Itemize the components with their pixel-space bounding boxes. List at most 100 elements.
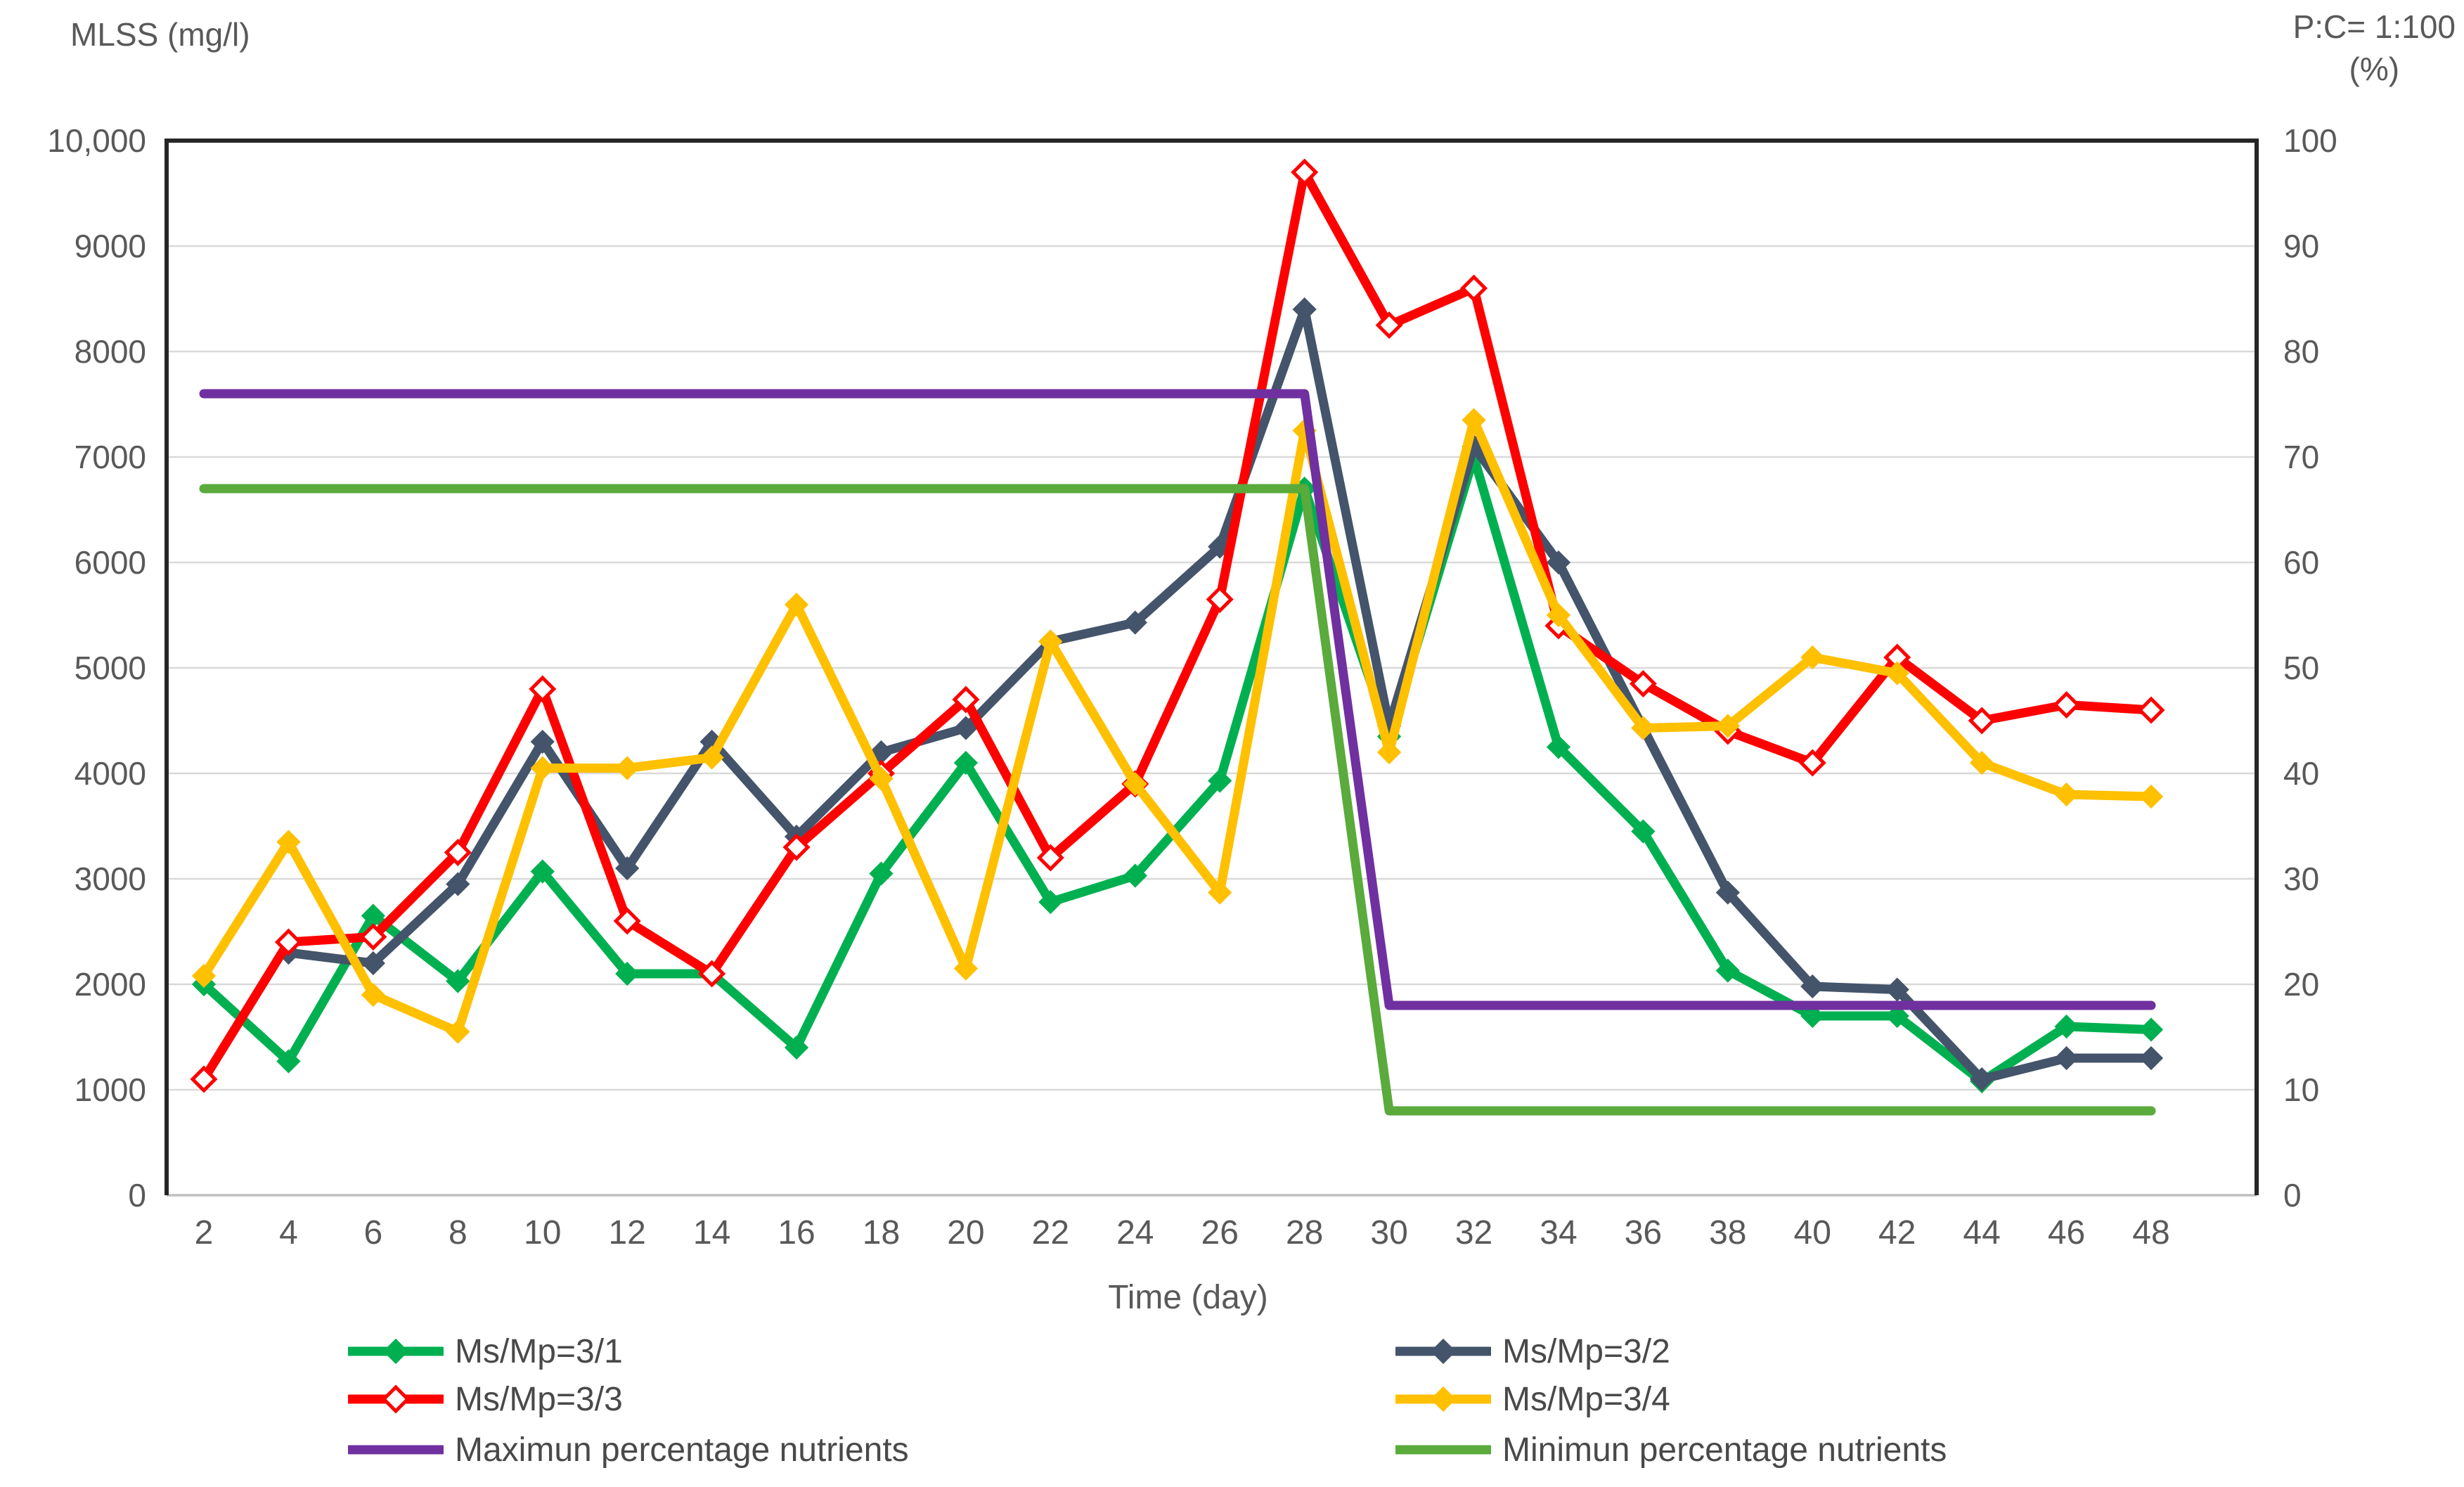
legend-line-sample — [1395, 1338, 1491, 1365]
data-point-marker-ms-mp-3-3 — [529, 675, 557, 703]
data-point-marker-ms-mp-3-1 — [1123, 863, 1147, 888]
legend-label-ms-mp-3-4: Ms/Mp=3/4 — [1502, 1380, 1670, 1418]
x-axis-tick: 18 — [862, 1214, 901, 1251]
data-point-marker-ms-mp-3-3 — [613, 907, 641, 935]
data-point-marker-ms-mp-3-3 — [1968, 707, 1996, 735]
data-point-marker-ms-mp-3-4 — [2139, 784, 2164, 809]
data-point-marker-ms-mp-3-4 — [1715, 714, 1740, 738]
legend-swatch-ms-mp-3-4 — [1395, 1381, 1491, 1417]
series-minimun-percentage-nutrients — [199, 484, 2156, 1116]
data-point-marker-ms-mp-3-4 — [1631, 716, 1656, 740]
right-axis-title-line2: (%) — [2349, 51, 2400, 87]
data-point-marker-ms-mp-3-2 — [1970, 1067, 1994, 1092]
data-point-marker-ms-mp-3-2 — [953, 716, 979, 740]
left-axis-tick: 3000 — [74, 861, 146, 897]
data-point-marker-ms-mp-3-3 — [1629, 669, 1657, 698]
legend-line-sample — [348, 1338, 444, 1365]
data-point-marker-ms-mp-3-2 — [1546, 550, 1571, 575]
right-axis-tick: 30 — [2283, 861, 2320, 897]
data-point-marker-ms-mp-3-1 — [1208, 768, 1232, 793]
x-axis-tick: 42 — [1878, 1214, 1916, 1251]
x-axis-title: Time (day) — [1108, 1279, 1268, 1316]
data-point-marker-ms-mp-3-3 — [1291, 158, 1319, 186]
data-point-marker-ms-mp-3-3 — [1798, 749, 1826, 777]
left-axis-tick: 7000 — [74, 439, 146, 475]
data-point-marker-ms-mp-3-4 — [2054, 782, 2079, 807]
legend-line-sample — [348, 1384, 444, 1414]
data-point-marker-ms-mp-3-2 — [615, 856, 640, 881]
data-point-marker-ms-mp-3-2 — [2139, 1045, 2164, 1071]
data-point-marker-ms-mp-3-4 — [1800, 645, 1825, 670]
x-axis-tick: 10 — [524, 1214, 562, 1251]
x-axis-tick: 36 — [1624, 1214, 1663, 1251]
x-axis-tick: 16 — [778, 1214, 815, 1251]
data-point-marker-ms-mp-3-4 — [191, 963, 217, 989]
x-axis-tick: 26 — [1201, 1214, 1239, 1251]
data-point-marker-ms-mp-3-4 — [953, 956, 979, 981]
x-axis-tick: 32 — [1454, 1214, 1493, 1251]
data-point-marker-ms-mp-3-3 — [698, 960, 726, 988]
data-point-marker-ms-mp-3-4 — [699, 745, 724, 770]
data-point-marker-ms-mp-3-1 — [2054, 1014, 2079, 1039]
series-ms-mp-3-4 — [191, 408, 2164, 1044]
right-axis-tick: 40 — [2283, 755, 2320, 792]
data-point-marker-ms-mp-3-4 — [784, 592, 809, 617]
right-axis-tick: 60 — [2283, 544, 2320, 581]
legend-item-max-percentage-nutrients: Maximun percentage nutrients — [348, 1427, 909, 1472]
data-point-marker-ms-mp-3-2 — [1123, 610, 1147, 635]
x-axis-tick: 48 — [2132, 1214, 2170, 1251]
data-point-marker-ms-mp-3-3 — [2137, 696, 2165, 724]
data-point-marker-ms-mp-3-1 — [276, 1049, 301, 1074]
legend-item-ms-mp-3-3: Ms/Mp=3/3 — [348, 1377, 623, 1422]
data-point-marker-ms-mp-3-4 — [446, 1019, 470, 1044]
data-point-marker-ms-mp-3-3 — [444, 838, 472, 867]
legend-swatch-max-percentage-nutrients — [348, 1431, 444, 1468]
x-axis-tick: 28 — [1285, 1214, 1324, 1251]
data-point-marker-ms-mp-3-4 — [1376, 740, 1402, 765]
data-point-marker-ms-mp-3-1 — [1885, 1003, 1909, 1029]
series-maximun-percentage-nutrients — [199, 389, 2156, 1010]
x-axis-tick: 8 — [448, 1214, 467, 1251]
series-line-ms-mp-3-4 — [199, 416, 2156, 1036]
data-point-marker-ms-mp-3-2 — [1885, 977, 1909, 1002]
data-point-marker-ms-mp-3-3 — [1206, 585, 1234, 614]
data-point-marker-ms-mp-3-4 — [869, 766, 894, 791]
data-point-marker-ms-mp-3-1 — [869, 861, 894, 886]
right-axis-tick: 0 — [2283, 1177, 2302, 1214]
x-axis-tick: 30 — [1370, 1214, 1408, 1251]
legend-swatch-ms-mp-3-1 — [348, 1333, 444, 1370]
data-point-marker-ms-mp-3-4 — [1546, 603, 1571, 628]
left-axis-tick: 5000 — [74, 650, 146, 686]
left-axis-tick: 9000 — [74, 228, 146, 264]
legend-swatch-ms-mp-3-3 — [348, 1381, 444, 1417]
data-point-marker-ms-mp-3-4 — [1208, 880, 1232, 905]
data-point-marker-ms-mp-3-3 — [952, 685, 980, 714]
data-point-marker-ms-mp-3-1 — [1800, 1003, 1825, 1029]
data-point-marker-ms-mp-3-4 — [1462, 408, 1486, 432]
data-point-marker-ms-mp-3-1 — [615, 961, 640, 986]
x-axis-tick: 40 — [1793, 1214, 1831, 1251]
data-point-marker-ms-mp-3-2 — [361, 951, 385, 976]
legend-item-ms-mp-3-1: Ms/Mp=3/1 — [348, 1329, 623, 1374]
series-line-maximun-percentage-nutrients — [199, 389, 2156, 1010]
data-point-marker-ms-mp-3-3 — [782, 833, 811, 861]
data-point-marker-ms-mp-3-4 — [530, 756, 555, 780]
data-point-marker-ms-mp-3-2 — [1800, 974, 1825, 999]
data-point-marker-ms-mp-3-1 — [1715, 958, 1740, 983]
legend-swatch-min-percentage-nutrients — [1395, 1431, 1491, 1468]
series-line-ms-mp-3-1 — [199, 452, 2156, 1086]
data-point-marker-ms-mp-3-4 — [1123, 771, 1147, 797]
data-point-marker-ms-mp-3-3 — [359, 922, 387, 951]
data-point-marker-ms-mp-3-4 — [276, 830, 301, 854]
data-point-marker-ms-mp-3-1 — [953, 750, 979, 775]
legend-label-min-percentage-nutrients: Minimun percentage nutrients — [1502, 1431, 1947, 1469]
data-point-marker-ms-mp-3-1 — [2139, 1017, 2164, 1042]
legend-label-ms-mp-3-3: Ms/Mp=3/3 — [455, 1380, 623, 1418]
data-point-marker-ms-mp-3-1 — [530, 859, 555, 884]
data-point-marker-ms-mp-3-4 — [615, 756, 640, 780]
x-axis-tick: 44 — [1963, 1214, 2001, 1251]
series-line-ms-mp-3-3 — [199, 167, 2156, 1084]
x-axis-tick: 12 — [608, 1214, 646, 1251]
left-axis-tick: 8000 — [74, 333, 146, 370]
data-point-marker-ms-mp-3-4 — [1970, 750, 1994, 775]
